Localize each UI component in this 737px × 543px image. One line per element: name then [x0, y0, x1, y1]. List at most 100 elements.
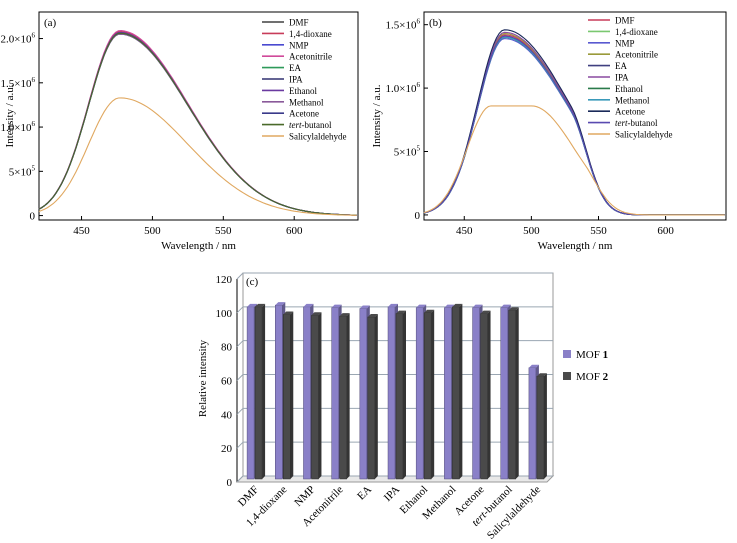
legend-label: DMF	[289, 18, 309, 28]
bar-top	[247, 303, 258, 307]
bar-mof1	[472, 307, 480, 480]
bar-mof2	[423, 312, 432, 480]
bar-mof1	[415, 307, 424, 480]
bar-mof1	[444, 307, 452, 480]
legend-label: Acetone	[615, 107, 645, 117]
gridline-side	[236, 407, 244, 415]
bar-side	[262, 303, 266, 479]
y-tick-label: 1.0×106	[386, 81, 421, 95]
y-tick-label: 120	[216, 274, 233, 286]
bar-side	[543, 373, 547, 479]
legend-swatch	[563, 350, 571, 358]
bar-top	[275, 302, 286, 306]
legend-label: DMF	[615, 16, 635, 26]
bar-side	[346, 313, 350, 479]
y-tick-label: 5×105	[394, 145, 421, 159]
legend-label: Salicylaldehyde	[289, 132, 346, 142]
x-axis-label: Wavelength / nm	[538, 240, 613, 252]
bar-top	[388, 303, 398, 307]
series-line-ea	[423, 35, 725, 216]
y-tick-label: 20	[221, 443, 233, 455]
legend-label: IPA	[289, 75, 303, 85]
legend-label: NMP	[615, 38, 635, 48]
gridline-side	[236, 441, 244, 449]
bar-mof1	[359, 308, 368, 480]
bar-top	[424, 309, 435, 313]
bar-side	[318, 312, 322, 479]
y-tick-label: 40	[221, 409, 233, 421]
line-chart-a: 450 500 550 600 0 5×105 1.0×106 1.5×106 2.0×106 W…	[1, 11, 359, 252]
bar-top	[331, 304, 342, 308]
line-chart-b: 450 500 550 600 0 5×105 1.0×106 1.5×106 Waveleng…	[371, 11, 727, 252]
bar-mof2	[536, 375, 545, 480]
series-line-ipa	[423, 31, 725, 216]
bar-mof1	[246, 306, 255, 480]
bar-mof2	[254, 306, 263, 480]
legend-label: Salicylaldehyde	[615, 130, 672, 140]
series-line-methanol	[423, 36, 725, 216]
x-tick-label: 550	[215, 225, 232, 237]
legend-label: NMP	[289, 40, 309, 50]
bar-top	[444, 304, 455, 308]
legend-label: Ethanol	[289, 86, 317, 96]
bar-top	[452, 303, 463, 307]
bar-top	[396, 310, 406, 314]
series-line-acetonitrile	[423, 33, 725, 216]
category-label: NMP	[292, 484, 317, 509]
legend-label: IPA	[615, 73, 629, 83]
y-tick-label: 2.0×106	[1, 32, 36, 46]
series-line-salicylaldehyde	[38, 97, 357, 216]
panel-label: (c)	[246, 276, 259, 288]
legend-label: tert-butanol	[289, 120, 332, 130]
bar-mof1	[528, 367, 537, 480]
y-tick-label: 1.0×106	[1, 120, 36, 134]
bar-mof2	[508, 309, 516, 480]
bar-mof2	[367, 316, 376, 480]
series-line-1-4-dioxane	[423, 36, 725, 216]
legend-label: EA	[289, 63, 301, 73]
bar-side	[487, 310, 491, 479]
bar-side	[515, 307, 519, 479]
series-line-ethanol	[423, 36, 725, 216]
y-tick-label: 0	[415, 210, 421, 222]
legend-label: EA	[615, 61, 627, 71]
category-label: IPA	[382, 484, 402, 504]
legend-label: Methanol	[615, 95, 650, 105]
x-tick-label: 450	[456, 225, 473, 237]
bar-top	[416, 304, 427, 308]
x-tick-label: 500	[144, 225, 161, 237]
bar-mof2	[452, 306, 460, 480]
bar-top	[500, 304, 511, 308]
x-tick-label: 500	[523, 225, 540, 237]
y-axis-label: Relative intensity	[197, 339, 209, 417]
bar-side	[403, 310, 406, 479]
x-tick-label: 550	[590, 225, 607, 237]
y-tick-label: 1.5×106	[386, 18, 421, 32]
bar-mof1	[500, 307, 508, 480]
series-line-acetone	[423, 29, 725, 216]
x-axis-label: Wavelength / nm	[161, 240, 236, 252]
legend-label: 1,4-dioxane	[615, 27, 658, 37]
panel-label: (b)	[429, 17, 442, 29]
series-line-tert-butanol	[38, 32, 357, 216]
bar-mof2	[395, 313, 404, 480]
bar-top	[536, 373, 547, 377]
y-tick-label: 1.5×106	[1, 76, 36, 90]
bar-top	[311, 312, 322, 316]
category-label: DMF	[236, 484, 261, 509]
panel-label: (a)	[44, 17, 57, 29]
bar-side	[374, 313, 378, 479]
bar-mof2	[480, 313, 488, 480]
y-axis-label: Intensity / a.u.	[371, 84, 383, 147]
bar-mof2	[339, 315, 347, 480]
legend-label: Acetone	[289, 109, 319, 119]
bar-top	[255, 303, 266, 307]
gridline-side	[236, 306, 244, 314]
y-tick-label: 5×105	[9, 164, 36, 178]
y-axis-label: Intensity / a.u.	[4, 84, 16, 147]
plot-frame	[423, 11, 727, 221]
gridline-side	[236, 272, 244, 280]
gridline-side	[236, 340, 244, 348]
legend-label: tert-butanol	[615, 118, 658, 128]
